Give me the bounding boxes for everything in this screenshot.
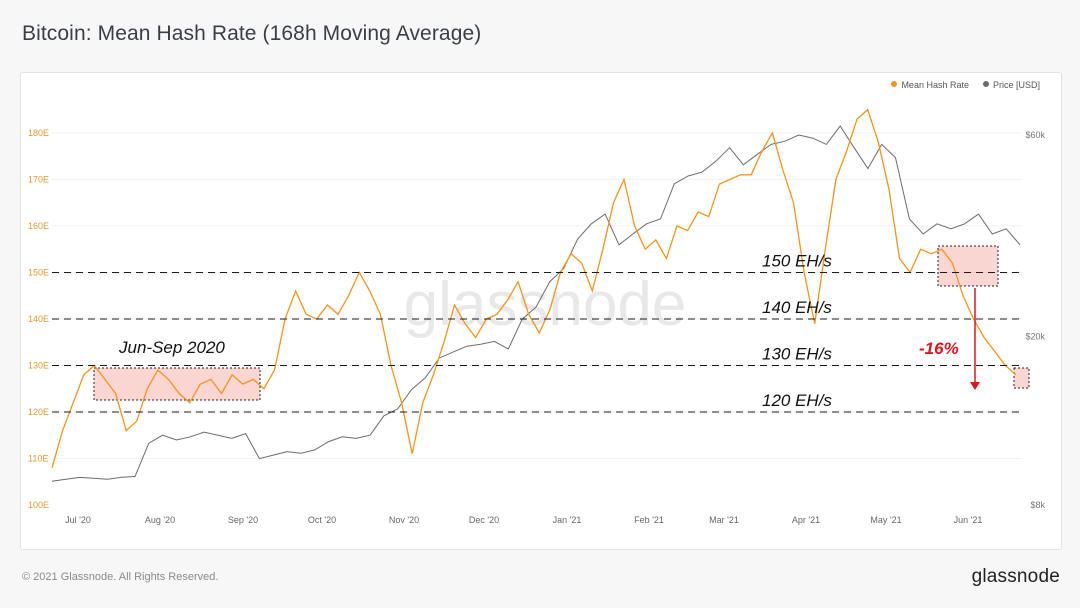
copyright: © 2021 Glassnode. All Rights Reserved. xyxy=(22,571,219,583)
box-jun-2021 xyxy=(1013,367,1030,389)
watermark: glassnode xyxy=(404,270,687,339)
box-may-2021 xyxy=(937,245,999,287)
legend-item-hash[interactable]: Mean Hash Rate xyxy=(891,80,969,90)
x-tick: Feb '21 xyxy=(634,515,664,525)
chart-panel xyxy=(20,72,1062,550)
legend-label-hash: Mean Hash Rate xyxy=(901,80,969,90)
y-right-tick: $20k xyxy=(1025,332,1045,342)
x-tick: Sep '20 xyxy=(228,515,258,525)
page-title: Bitcoin: Mean Hash Rate (168h Moving Ave… xyxy=(22,22,482,45)
x-tick: Jun '21 xyxy=(954,515,983,525)
y-left-tick: 110E xyxy=(28,453,48,463)
level-label-140: 140 EH/s xyxy=(762,298,832,317)
x-tick: Oct '20 xyxy=(308,515,336,525)
range-label: Jun-Sep 2020 xyxy=(118,338,225,357)
series-layer xyxy=(51,108,1021,482)
y-left-tick: 160E xyxy=(28,221,49,231)
highlight-boxes xyxy=(93,245,1030,401)
right-axis: $8k $20k $60k xyxy=(1025,130,1045,510)
level-label-130: 130 EH/s xyxy=(762,344,832,363)
brand-logo[interactable]: glassnode xyxy=(971,566,1060,587)
y-left-tick: 170E xyxy=(28,174,49,184)
x-tick: Jul '20 xyxy=(65,515,91,525)
x-tick: Nov '20 xyxy=(389,515,419,525)
price-line xyxy=(51,125,1021,482)
legend-dot-price xyxy=(982,81,989,87)
x-tick: Apr '21 xyxy=(792,515,820,525)
level-label-120: 120 EH/s xyxy=(762,391,832,410)
x-tick: May '21 xyxy=(870,515,901,525)
y-left-tick: 120E xyxy=(28,407,49,417)
annotations: 150 EH/s 140 EH/s 130 EH/s 120 EH/s Jun-Sep … xyxy=(52,251,1022,413)
box-jun-sep-2020 xyxy=(93,367,261,401)
y-left-tick: 130E xyxy=(28,360,49,370)
left-axis: 100E 110E 120E 130E 140E 150E 160E 170E 180E xyxy=(28,128,49,510)
y-right-tick: $8k xyxy=(1030,500,1045,510)
drop-label: -16% xyxy=(919,339,959,358)
legend: Mean Hash Rate Price [USD] xyxy=(891,80,1040,90)
x-tick: Mar '21 xyxy=(709,515,739,525)
hash-rate-line xyxy=(51,108,1017,468)
drop-arrow-head xyxy=(970,382,980,390)
y-left-tick: 140E xyxy=(28,314,49,324)
legend-label-price: Price [USD] xyxy=(992,80,1040,90)
legend-dot-hash xyxy=(891,81,898,87)
x-tick: Dec '20 xyxy=(469,515,499,525)
y-left-tick: 180E xyxy=(28,128,49,138)
y-right-tick: $60k xyxy=(1025,130,1045,140)
y-left-tick: 100E xyxy=(28,500,49,510)
legend-item-price[interactable]: Price [USD] xyxy=(982,80,1040,90)
x-axis: Jul '20 Aug '20 Sep '20 Oct '20 Nov '20 Dec '… xyxy=(65,515,982,525)
x-tick: Aug '20 xyxy=(145,515,175,525)
level-label-150: 150 EH/s xyxy=(762,251,832,270)
y-left-tick: 150E xyxy=(28,267,49,277)
x-tick: Jan '21 xyxy=(553,515,582,525)
